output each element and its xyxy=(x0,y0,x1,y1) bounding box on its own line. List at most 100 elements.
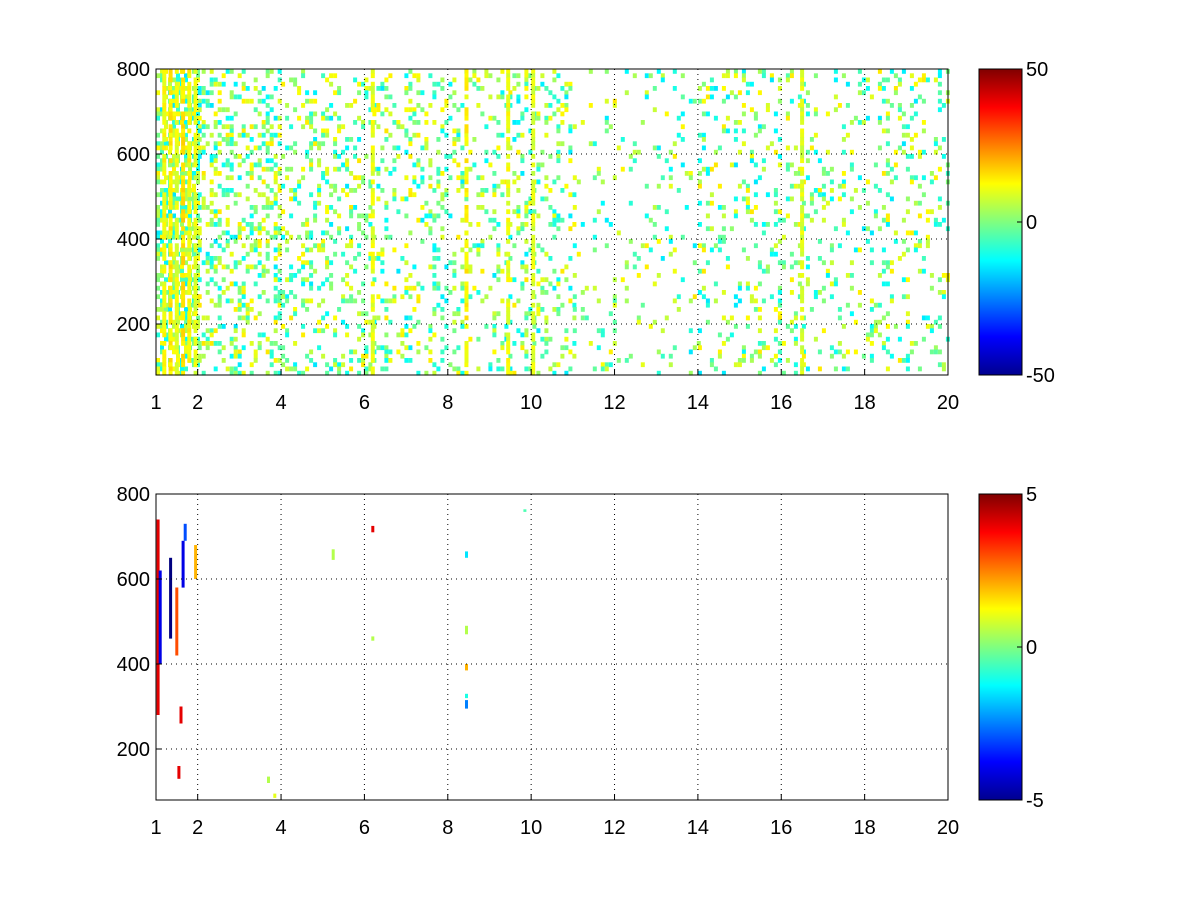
heatmap-cell xyxy=(524,328,529,334)
heatmap-cell xyxy=(325,205,330,210)
heatmap-cell xyxy=(412,73,417,79)
heatmap-cell xyxy=(540,336,545,342)
heatmap-band-cell xyxy=(370,188,375,193)
heatmap-cell xyxy=(380,81,385,87)
heatmap-cell xyxy=(209,341,214,346)
heatmap-band-cell xyxy=(181,370,186,376)
heatmap-cell xyxy=(213,213,218,219)
heatmap-cell xyxy=(765,345,770,351)
heatmap-band-cell xyxy=(370,260,375,266)
heatmap-cell xyxy=(269,69,274,74)
heatmap-band-cell xyxy=(464,353,469,359)
heatmap-band-cell xyxy=(187,171,192,176)
heatmap-cell xyxy=(217,341,222,346)
heatmap-cell xyxy=(201,86,206,91)
heatmap-cell xyxy=(172,128,176,134)
heatmap-cell xyxy=(825,171,830,176)
heatmap-cell xyxy=(777,311,782,317)
heatmap-cell xyxy=(156,370,160,376)
heatmap-cell xyxy=(249,243,254,249)
heatmap-cell xyxy=(440,336,445,342)
heatmap-cell xyxy=(476,251,481,257)
heatmap-cell xyxy=(265,149,270,155)
heatmap-cell xyxy=(396,120,401,125)
heatmap-cell xyxy=(436,302,441,308)
heatmap-band-cell xyxy=(187,192,192,198)
heatmap-cell xyxy=(432,285,437,291)
heatmap-cell xyxy=(853,188,858,193)
heatmap-band-cell xyxy=(162,290,167,295)
heatmap-cell xyxy=(745,256,750,261)
heatmap-cell xyxy=(801,200,806,206)
heatmap-cell xyxy=(725,69,730,74)
heatmap-cell xyxy=(404,277,409,283)
heatmap-cell xyxy=(869,358,874,363)
heatmap-cell xyxy=(849,273,854,278)
heatmap-cell xyxy=(265,115,270,121)
heatmap-cell xyxy=(789,69,794,74)
heatmap-cell xyxy=(580,307,585,312)
heatmap-cell xyxy=(233,141,238,147)
heatmap-cell xyxy=(361,353,366,359)
heatmap-cell xyxy=(516,226,521,232)
heatmap-cell xyxy=(376,345,381,351)
heatmap-cell xyxy=(440,124,445,130)
heatmap-cell xyxy=(849,260,854,266)
heatmap-cell xyxy=(245,222,250,227)
heatmap-band-cell xyxy=(162,179,167,185)
heatmap-band-cell xyxy=(162,69,167,74)
heatmap-cell xyxy=(329,73,334,79)
heatmap-cell xyxy=(697,171,702,176)
heatmap-cell xyxy=(160,302,164,308)
heatmap-spot xyxy=(465,625,468,635)
heatmap-cell xyxy=(245,234,250,240)
heatmap-cell xyxy=(905,154,910,159)
heatmap-cell xyxy=(524,94,529,100)
heatmap-cell xyxy=(849,209,854,215)
heatmap-band-cell xyxy=(531,256,536,261)
heatmap-cell xyxy=(168,234,172,240)
heatmap-cell xyxy=(524,366,529,372)
heatmap-cell xyxy=(488,162,493,168)
colorbar-tick-label: -50 xyxy=(1026,365,1055,387)
heatmap-cell xyxy=(237,362,242,368)
heatmap-cell xyxy=(156,324,160,329)
heatmap-cell xyxy=(201,205,206,210)
heatmap-cell xyxy=(757,175,762,181)
heatmap-band-cell xyxy=(370,213,375,219)
heatmap-cell xyxy=(221,290,226,295)
heatmap-spot xyxy=(371,525,375,533)
heatmap-cell xyxy=(468,222,473,227)
heatmap-cell xyxy=(160,209,164,215)
heatmap-cell xyxy=(845,230,850,236)
heatmap-band-cell xyxy=(800,158,805,164)
heatmap-cell xyxy=(584,315,589,321)
heatmap-cell xyxy=(329,115,334,121)
heatmap-cell xyxy=(793,145,798,151)
heatmap-band-cell xyxy=(168,336,173,342)
heatmap-band-cell xyxy=(174,251,179,257)
heatmap-cell xyxy=(889,298,894,304)
heatmap-cell xyxy=(592,366,597,372)
heatmap-cell xyxy=(701,81,706,87)
heatmap-cell xyxy=(552,222,557,227)
heatmap-cell xyxy=(160,366,164,372)
heatmap-band-cell xyxy=(531,115,536,121)
heatmap-cell xyxy=(281,294,286,300)
heatmap-band-cell xyxy=(370,145,375,151)
heatmap-cell xyxy=(476,103,481,108)
heatmap-cell xyxy=(552,69,557,74)
heatmap-cell xyxy=(376,183,381,189)
heatmap-cell xyxy=(384,281,389,287)
heatmap-band-cell xyxy=(370,353,375,359)
heatmap-cell xyxy=(596,171,601,176)
heatmap-band-cell xyxy=(168,171,173,176)
heatmap-band-cell xyxy=(506,217,511,223)
heatmap-cell xyxy=(821,192,826,198)
heatmap-cell xyxy=(317,141,322,147)
heatmap-cell xyxy=(341,298,346,304)
heatmap-band-cell xyxy=(464,307,469,312)
heatmap-cell xyxy=(452,137,457,142)
heatmap-cell xyxy=(460,264,465,270)
